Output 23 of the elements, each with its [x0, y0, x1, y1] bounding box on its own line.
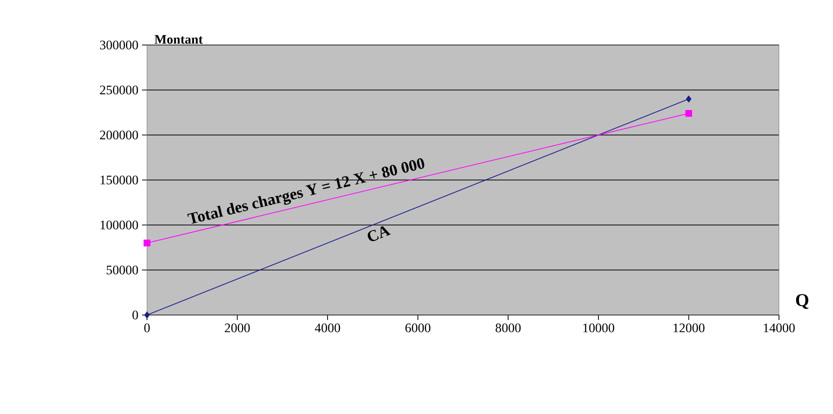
text: CA — [368, 226, 391, 242]
text: Total des charges Y = 12 X + 80 000 — [187, 158, 424, 224]
x-tick-label: 4000 — [314, 324, 340, 332]
x-tick-label: 6000 — [405, 324, 430, 332]
point — [686, 96, 692, 102]
x-tick-label: 10000 — [583, 324, 614, 332]
y-tick-label: 0 — [132, 310, 138, 320]
x-tick-label: 14000 — [764, 324, 795, 332]
point — [144, 312, 150, 318]
x-tick-label: 8000 — [496, 324, 521, 332]
y-tick-label: 250000 — [100, 86, 138, 94]
x-tick-label: 2000 — [224, 324, 250, 332]
y-axis-title: Montant — [154, 35, 203, 44]
x-tick-label: 12000 — [674, 324, 704, 332]
y-tick-label: 100000 — [100, 220, 138, 230]
y-tick-label: 300000 — [100, 40, 138, 50]
point — [685, 110, 692, 117]
x-axis-title: Q — [796, 294, 808, 309]
y-tick-label: 200000 — [100, 130, 138, 140]
point — [144, 240, 150, 246]
y-tick-label: 50000 — [106, 266, 138, 274]
y-tick-label: 150000 — [100, 176, 138, 184]
x-tick-label: 0 — [144, 324, 150, 332]
